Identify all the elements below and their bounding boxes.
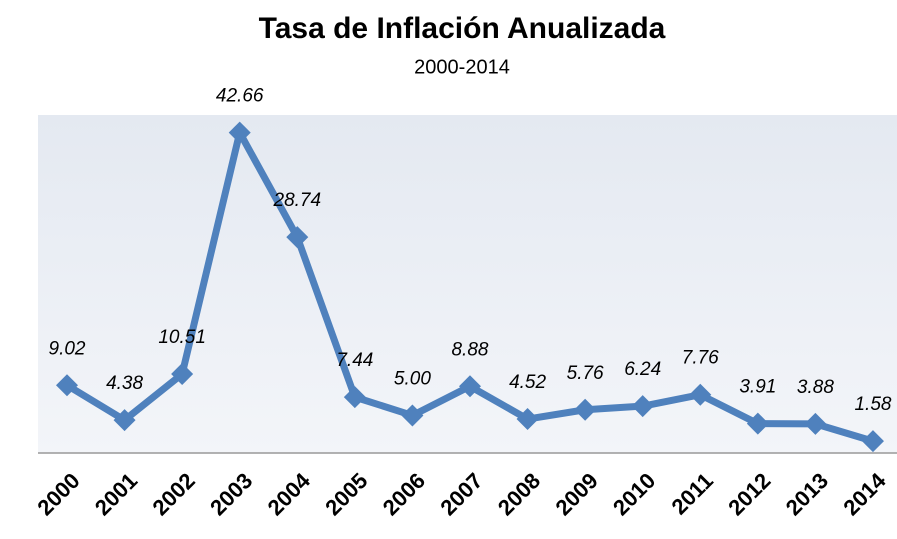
value-label: 5.00 bbox=[394, 368, 431, 389]
marker bbox=[343, 386, 366, 409]
marker bbox=[228, 121, 251, 144]
x-tick-label: 2008 bbox=[493, 468, 545, 520]
marker bbox=[458, 375, 481, 398]
x-tick-label: 2005 bbox=[320, 468, 372, 520]
value-label: 42.66 bbox=[216, 86, 264, 107]
marker bbox=[631, 395, 654, 418]
marker bbox=[804, 412, 827, 435]
marker bbox=[113, 409, 136, 432]
chart-subtitle: 2000-2014 bbox=[414, 56, 510, 78]
value-label: 4.38 bbox=[106, 373, 143, 394]
chart-title: Tasa de Inflación Anualizada bbox=[259, 12, 666, 45]
x-tick-label: 2011 bbox=[666, 468, 717, 519]
marker bbox=[171, 363, 194, 386]
x-tick-label: 2014 bbox=[838, 467, 891, 520]
x-tick-label: 2012 bbox=[723, 468, 775, 520]
marker bbox=[574, 398, 597, 421]
value-label: 5.76 bbox=[567, 363, 604, 384]
x-tick-label: 2003 bbox=[205, 468, 257, 520]
value-label: 7.76 bbox=[682, 348, 719, 369]
x-tick-label: 2009 bbox=[550, 468, 602, 520]
value-label: 9.02 bbox=[49, 338, 86, 359]
x-tick-label: 2002 bbox=[147, 468, 199, 520]
value-label: 28.74 bbox=[273, 190, 322, 211]
value-label: 6.24 bbox=[624, 359, 661, 380]
marker bbox=[746, 412, 769, 435]
x-tick-label: 2006 bbox=[378, 468, 430, 520]
x-tick-label: 2007 bbox=[435, 468, 487, 520]
value-label: 1.58 bbox=[854, 394, 891, 415]
marker bbox=[286, 226, 309, 249]
value-label: 3.91 bbox=[739, 377, 776, 398]
x-tick-label: 2000 bbox=[32, 468, 84, 520]
plot-area bbox=[38, 115, 897, 453]
marker bbox=[56, 374, 78, 397]
x-tick-label: 2013 bbox=[781, 468, 833, 520]
marker bbox=[689, 383, 712, 406]
x-tick-label: 2001 bbox=[90, 468, 142, 520]
value-label: 7.44 bbox=[336, 350, 373, 371]
value-label: 10.51 bbox=[158, 327, 206, 348]
marker bbox=[861, 430, 884, 453]
marker bbox=[516, 408, 539, 431]
marker bbox=[401, 404, 424, 427]
value-label: 8.88 bbox=[451, 339, 488, 360]
x-tick-label: 2004 bbox=[263, 467, 316, 520]
x-tick-label: 2010 bbox=[608, 468, 660, 520]
value-label: 3.88 bbox=[797, 377, 834, 398]
value-label: 4.52 bbox=[509, 372, 546, 393]
